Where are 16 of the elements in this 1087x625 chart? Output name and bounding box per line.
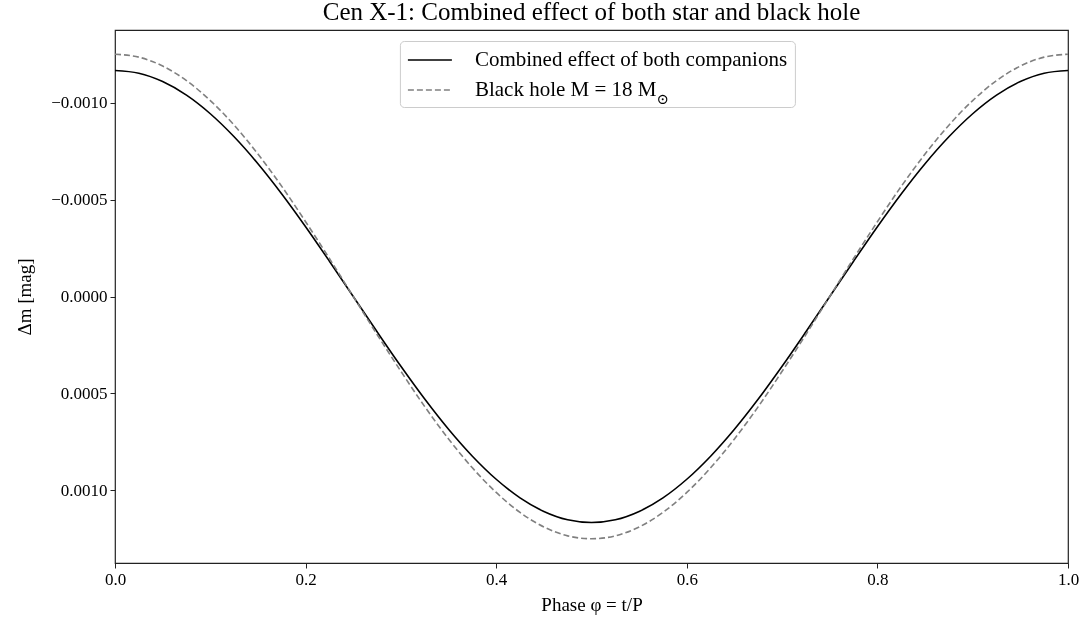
- y-tick-label: 0.0005: [60, 383, 108, 403]
- legend-label: Black hole M = 18 M$_{⊙}$: [474, 77, 669, 107]
- legend-label: Combined effect of both companions: [474, 47, 788, 71]
- x-tick-label: 0.0: [104, 569, 127, 589]
- x-tick-label: 0.2: [295, 569, 317, 589]
- y-tick-label: −0.0005: [51, 190, 108, 210]
- x-tick-label: 0.6: [676, 569, 698, 589]
- y-tick-label: 0.0010: [60, 480, 108, 500]
- x-axis-title: Phase φ = t/P: [541, 593, 643, 615]
- y-tick-label: 0.0000: [60, 287, 108, 306]
- y-tick-label: −0.0010: [51, 93, 108, 113]
- x-tick-label: 1.0: [1057, 569, 1080, 589]
- y-axis-title: Δm [mag]: [14, 258, 36, 336]
- chart-title: Cen X-1: Combined effect of both star and black hole: [322, 0, 861, 25]
- x-tick-label: 0.4: [486, 569, 508, 589]
- x-tick-label: 0.8: [867, 569, 889, 589]
